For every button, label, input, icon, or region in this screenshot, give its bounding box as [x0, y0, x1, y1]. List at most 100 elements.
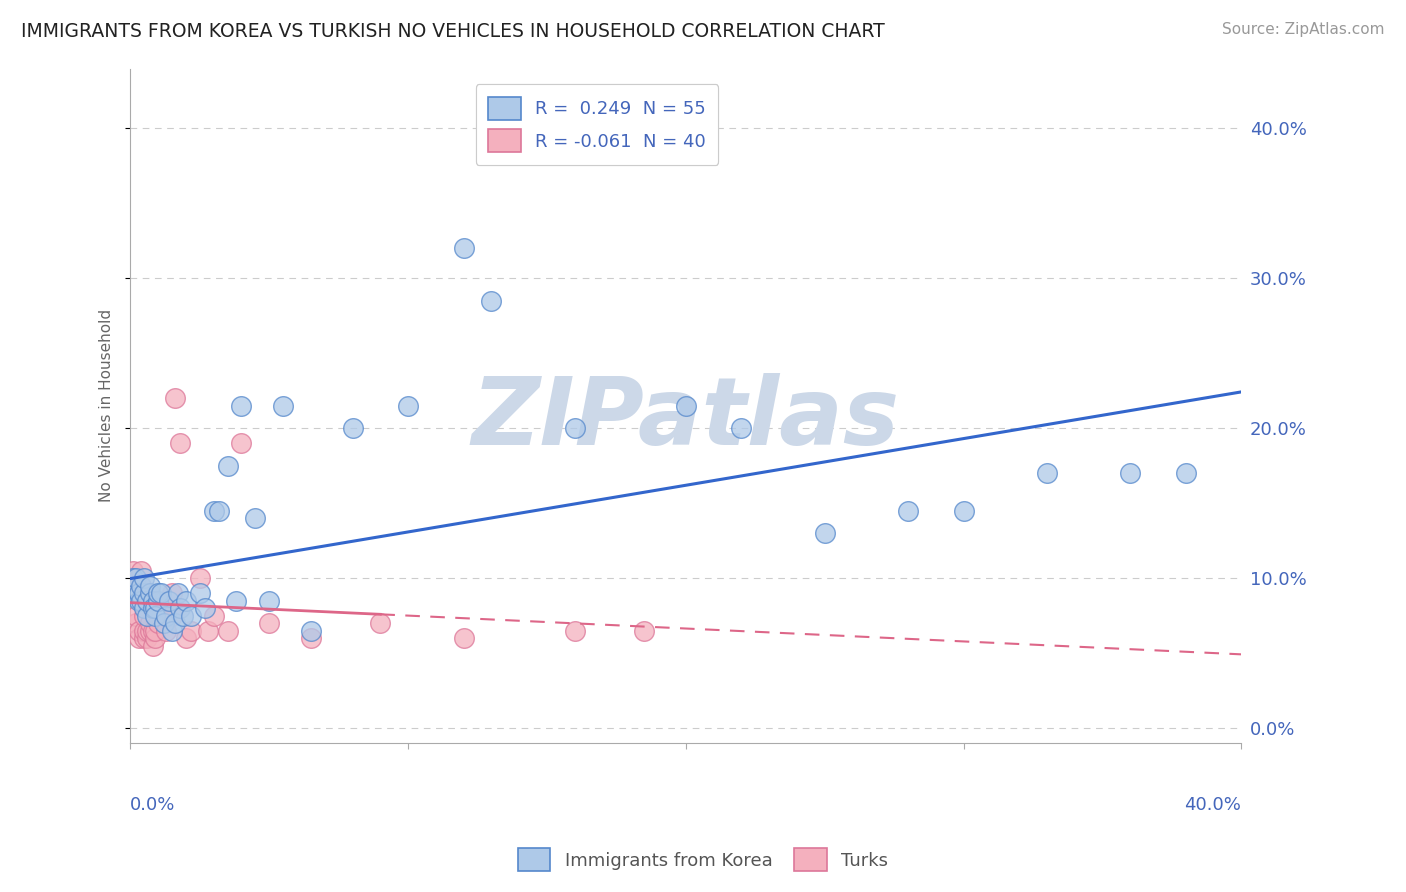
Point	[134, 624, 156, 638]
Point	[136, 631, 159, 645]
Point	[125, 616, 148, 631]
Text: IMMIGRANTS FROM KOREA VS TURKISH NO VEHICLES IN HOUSEHOLD CORRELATION CHART: IMMIGRANTS FROM KOREA VS TURKISH NO VEHI…	[21, 22, 884, 41]
Point	[564, 624, 586, 638]
Point	[633, 624, 655, 638]
Point	[122, 571, 145, 585]
Point	[217, 624, 239, 638]
Point	[125, 586, 148, 600]
Point	[155, 624, 177, 638]
Point	[1119, 467, 1142, 481]
Point	[180, 624, 202, 638]
Point	[128, 586, 150, 600]
Point	[481, 293, 503, 308]
Point	[299, 631, 322, 645]
Point	[143, 624, 166, 638]
Y-axis label: No Vehicles in Household: No Vehicles in Household	[100, 310, 114, 502]
Point	[814, 526, 837, 541]
Point	[174, 631, 197, 645]
Point	[152, 616, 174, 631]
Point	[122, 564, 145, 578]
Point	[139, 586, 162, 600]
Point	[730, 421, 752, 435]
Point	[169, 436, 191, 450]
Point	[453, 631, 475, 645]
Point	[564, 421, 586, 435]
Point	[128, 593, 150, 607]
Point	[217, 458, 239, 473]
Point	[952, 504, 974, 518]
Point	[453, 241, 475, 255]
Point	[194, 601, 217, 615]
Point	[157, 593, 180, 607]
Point	[271, 399, 294, 413]
Point	[134, 586, 156, 600]
Point	[134, 571, 156, 585]
Point	[146, 593, 169, 607]
Point	[160, 608, 183, 623]
Point	[1174, 467, 1197, 481]
Point	[163, 392, 186, 406]
Point	[142, 593, 165, 607]
Text: 40.0%: 40.0%	[1185, 796, 1241, 814]
Point	[1036, 467, 1059, 481]
Point	[143, 631, 166, 645]
Text: 0.0%: 0.0%	[131, 796, 176, 814]
Point	[188, 571, 211, 585]
Point	[139, 624, 162, 638]
Point	[136, 593, 159, 607]
Point	[142, 624, 165, 638]
Point	[131, 593, 153, 607]
Point	[131, 579, 153, 593]
Point	[231, 436, 253, 450]
Point	[139, 579, 162, 593]
Point	[122, 571, 145, 585]
Point	[163, 616, 186, 631]
Point	[142, 639, 165, 653]
Point	[134, 608, 156, 623]
Point	[128, 631, 150, 645]
Point	[134, 631, 156, 645]
Point	[370, 616, 392, 631]
Point	[225, 593, 247, 607]
Point	[231, 399, 253, 413]
Point	[897, 504, 920, 518]
Point	[149, 601, 172, 615]
Point	[136, 608, 159, 623]
Point	[166, 586, 188, 600]
Point	[136, 624, 159, 638]
Point	[134, 601, 156, 615]
Point	[245, 511, 267, 525]
Point	[146, 616, 169, 631]
Point	[675, 399, 697, 413]
Point	[143, 608, 166, 623]
Point	[169, 601, 191, 615]
Point	[155, 608, 177, 623]
Point	[146, 586, 169, 600]
Point	[342, 421, 364, 435]
Point	[202, 504, 225, 518]
Legend: Immigrants from Korea, Turks: Immigrants from Korea, Turks	[510, 841, 896, 879]
Point	[143, 601, 166, 615]
Point	[257, 593, 280, 607]
Point	[197, 624, 219, 638]
Point	[188, 586, 211, 600]
Point	[125, 608, 148, 623]
Point	[128, 624, 150, 638]
Point	[131, 579, 153, 593]
Point	[160, 624, 183, 638]
Point	[202, 608, 225, 623]
Legend: R =  0.249  N = 55, R = -0.061  N = 40: R = 0.249 N = 55, R = -0.061 N = 40	[475, 84, 718, 165]
Point	[299, 624, 322, 638]
Point	[125, 571, 148, 585]
Point	[142, 601, 165, 615]
Point	[131, 564, 153, 578]
Point	[396, 399, 419, 413]
Point	[208, 504, 231, 518]
Point	[172, 608, 194, 623]
Text: ZIPatlas: ZIPatlas	[472, 374, 900, 466]
Point	[257, 616, 280, 631]
Point	[174, 593, 197, 607]
Point	[180, 608, 202, 623]
Point	[160, 586, 183, 600]
Point	[139, 616, 162, 631]
